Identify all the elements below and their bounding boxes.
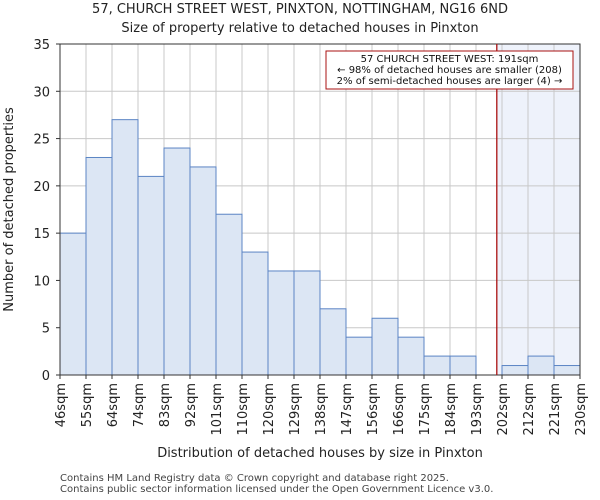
x-tick-label: 138sqm xyxy=(314,383,329,436)
bar xyxy=(163,147,191,376)
bar xyxy=(111,119,139,376)
x-tick-label: 202sqm xyxy=(496,383,511,436)
bar xyxy=(319,308,347,376)
chart-title: 57, CHURCH STREET WEST, PINXTON, NOTTING… xyxy=(92,2,508,17)
bar xyxy=(527,355,555,376)
bar xyxy=(501,365,529,376)
footer-line-1: Contains HM Land Registry data © Crown c… xyxy=(60,473,449,484)
bar xyxy=(345,336,373,376)
x-tick-label: 193sqm xyxy=(470,383,485,436)
bar xyxy=(423,355,451,376)
highlight-region xyxy=(496,44,580,375)
bar xyxy=(293,270,321,376)
bar xyxy=(449,355,477,376)
x-tick-label: 92sqm xyxy=(184,383,199,427)
y-tick-label: 25 xyxy=(33,133,50,148)
bar xyxy=(85,156,113,376)
annotation-box xyxy=(325,50,574,90)
y-tick-label: 20 xyxy=(33,180,50,195)
x-tick-label: 221sqm xyxy=(548,383,563,436)
y-tick-label: 0 xyxy=(42,369,50,384)
footer-line-2: Contains public sector information licen… xyxy=(60,484,494,495)
x-tick-label: 156sqm xyxy=(366,383,381,436)
annotation-line: 2% of semi-detached houses are larger (4… xyxy=(337,76,563,87)
annotation-line: ← 98% of detached houses are smaller (20… xyxy=(337,65,562,76)
bar xyxy=(397,336,425,376)
annotation-line: 57 CHURCH STREET WEST: 191sqm xyxy=(361,54,539,65)
x-tick-label: 74sqm xyxy=(132,383,147,427)
bar xyxy=(137,175,165,376)
y-tick-label: 35 xyxy=(33,38,50,53)
x-tick-label: 55sqm xyxy=(80,383,95,427)
y-tick-label: 30 xyxy=(33,85,50,100)
bar xyxy=(215,213,243,376)
x-axis-label: Distribution of detached houses by size … xyxy=(157,446,483,461)
x-tick-label: 120sqm xyxy=(262,383,277,436)
x-tick-label: 46sqm xyxy=(54,383,69,427)
bar xyxy=(371,317,399,376)
y-axis-label: Number of detached properties xyxy=(2,107,17,312)
bar xyxy=(241,251,269,376)
y-tick-label: 5 xyxy=(42,322,50,337)
y-tick-label: 10 xyxy=(33,274,50,289)
bar xyxy=(59,232,87,376)
x-tick-label: 147sqm xyxy=(340,383,355,436)
x-tick-label: 101sqm xyxy=(210,383,225,436)
chart-subtitle: Size of property relative to detached ho… xyxy=(121,21,479,36)
bar xyxy=(267,270,295,376)
x-tick-label: 212sqm xyxy=(522,383,537,436)
x-tick-label: 184sqm xyxy=(444,383,459,436)
bar xyxy=(553,365,581,376)
bar xyxy=(189,166,217,376)
x-tick-label: 64sqm xyxy=(106,383,121,427)
x-tick-label: 175sqm xyxy=(418,383,433,436)
y-tick-label: 15 xyxy=(33,227,50,242)
x-tick-label: 166sqm xyxy=(392,383,407,436)
x-tick-label: 110sqm xyxy=(236,383,251,436)
x-tick-label: 230sqm xyxy=(574,383,589,436)
x-tick-label: 129sqm xyxy=(288,383,303,436)
x-tick-label: 83sqm xyxy=(158,383,173,427)
